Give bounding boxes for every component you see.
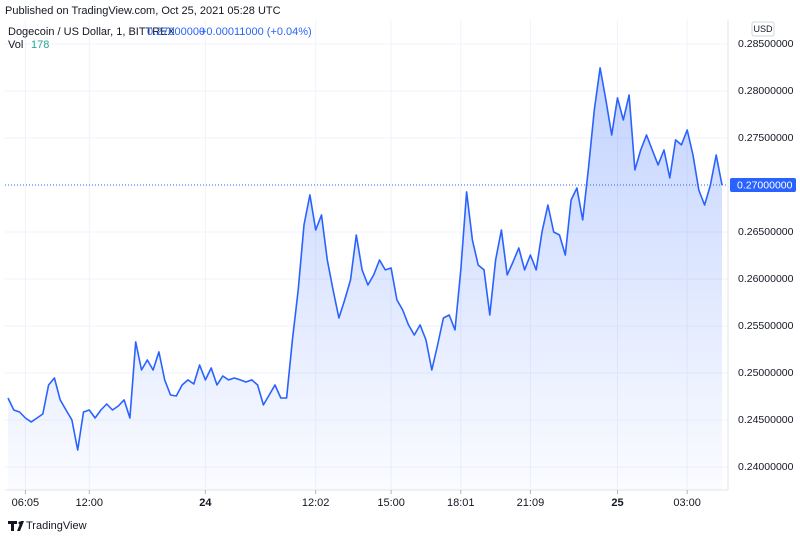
- x-tick-label: 24: [199, 497, 212, 509]
- x-tick-label: 25: [611, 497, 623, 509]
- last-price-badge: [730, 177, 796, 192]
- y-tick-label: 0.24000000: [738, 461, 794, 473]
- published-note: Published on TradingView.com, Oct 25, 20…: [5, 5, 281, 17]
- x-tick-label: 06:05: [12, 497, 40, 509]
- y-tick-label: 0.25000000: [738, 367, 794, 379]
- symbol-title: Dogecoin / US Dollar, 1, BITTREX: [8, 26, 176, 38]
- plot: [5, 67, 728, 491]
- x-tick-label: 21:09: [517, 497, 545, 509]
- volume-value: 178: [31, 39, 49, 51]
- x-tick-label: 18:01: [447, 497, 475, 509]
- volume-label: Vol: [8, 39, 23, 51]
- x-tick-label: 15:00: [377, 497, 405, 509]
- last-price: 0.27000000: [147, 26, 205, 38]
- y-tick-label: 0.27500000: [738, 132, 794, 144]
- y-tick-label: 0.26000000: [738, 273, 794, 285]
- price-change: +0.00011000 (+0.04%): [200, 26, 312, 38]
- last-price-badge-label: 0.27000000: [737, 179, 793, 191]
- x-tick-label: 12:02: [302, 497, 330, 509]
- y-tick-label: 0.28000000: [738, 85, 794, 97]
- brand-name: TradingView: [26, 520, 87, 532]
- currency: USD: [753, 24, 773, 34]
- y-tick-label: 0.25500000: [738, 320, 794, 332]
- y-tick-label: 0.24500000: [738, 414, 794, 426]
- brand-logo: [8, 521, 24, 531]
- y-tick-label: 0.28500000: [738, 38, 794, 50]
- currency-box[interactable]: [751, 21, 775, 37]
- x-tick-label: 03:00: [673, 497, 701, 509]
- y-tick-label: 0.26500000: [738, 226, 794, 238]
- x-tick-label: 12:00: [76, 497, 104, 509]
- price-line: [7, 67, 723, 451]
